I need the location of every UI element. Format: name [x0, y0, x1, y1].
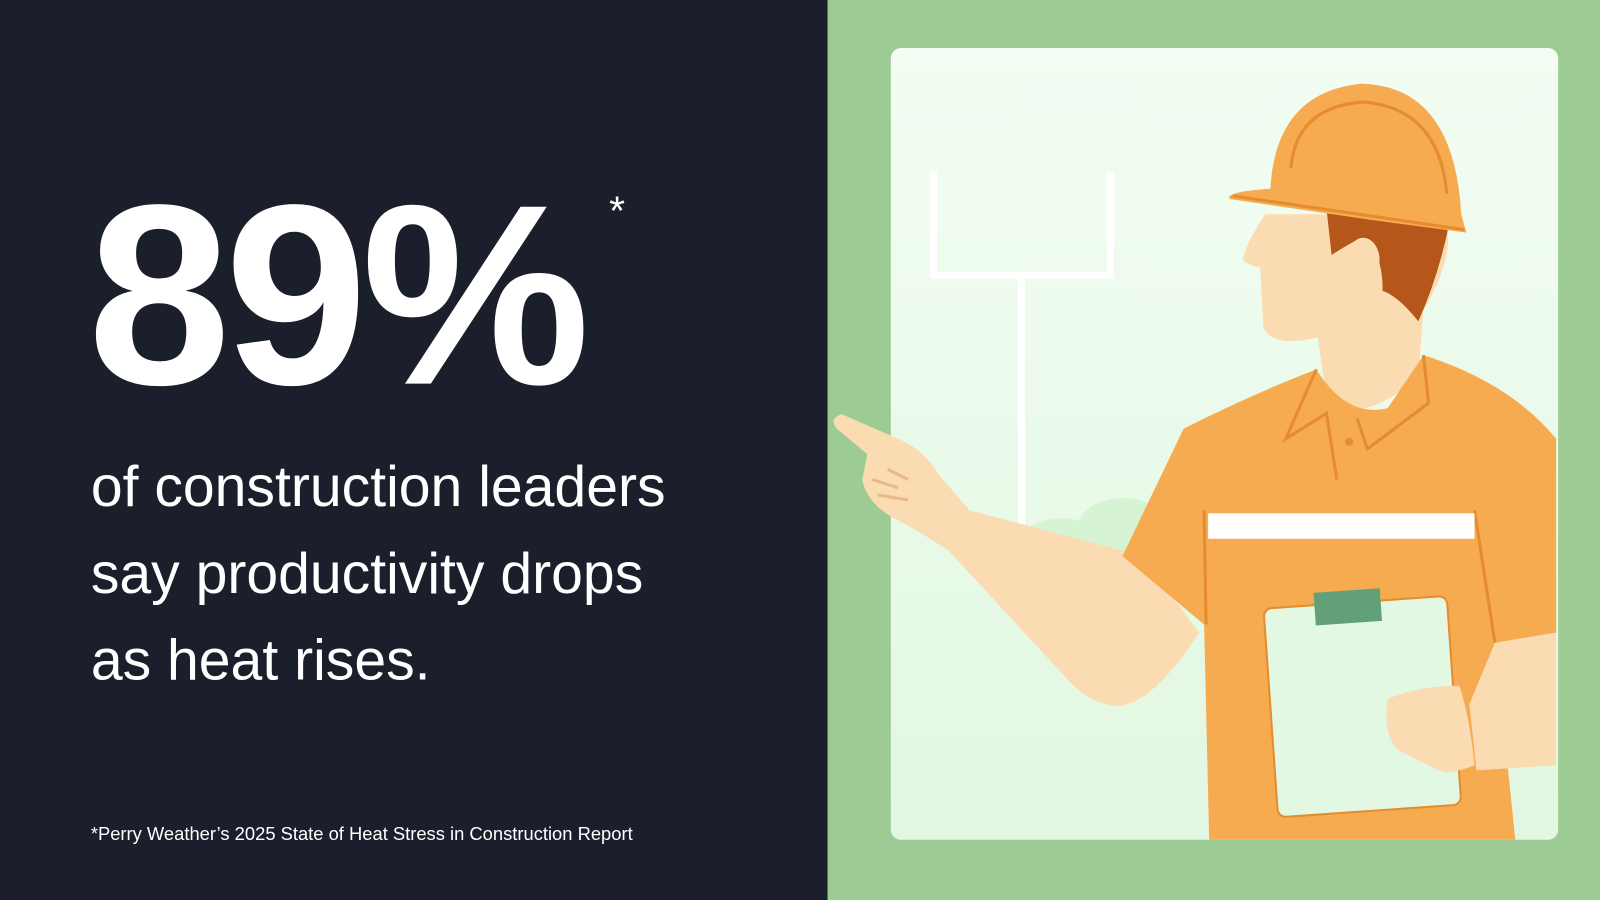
- clipboard: [1263, 588, 1462, 818]
- statement-line: say productivity drops: [91, 542, 643, 606]
- goal-post: [930, 171, 1114, 531]
- stat-footnote-mark: *: [609, 187, 625, 233]
- hard-hat: [1229, 83, 1467, 233]
- reflective-stripe: [1208, 513, 1475, 539]
- left-panel: [0, 0, 828, 900]
- stat-value: 89%: [88, 152, 587, 439]
- arm: [833, 414, 1199, 707]
- forearm: [1469, 632, 1557, 771]
- illustration: [833, 83, 1557, 840]
- footnote: *Perry Weather’s 2025 State of Heat Stre…: [91, 823, 633, 844]
- hand: [1386, 685, 1475, 773]
- statement-line: of construction leaders: [91, 455, 666, 519]
- hair: [1326, 209, 1449, 322]
- statement-line: as heat rises.: [91, 629, 431, 693]
